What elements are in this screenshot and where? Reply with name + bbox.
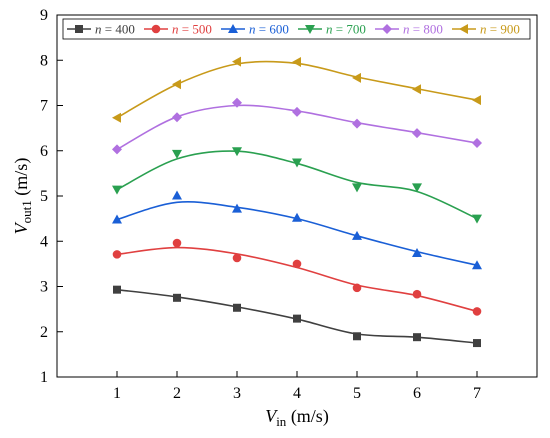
series-0 — [113, 285, 481, 348]
series-4-point-1 — [172, 112, 182, 123]
series-5-point-0 — [112, 112, 121, 123]
legend-marker-4 — [382, 24, 392, 34]
x-axis-title: Vin (m/s) — [265, 406, 329, 429]
y-axis-title-unit: (m/s) — [11, 158, 32, 201]
x-tick-label-3: 4 — [293, 385, 301, 402]
legend: n = 400 n = 500 n = 600 n = 700 n = 800 n = 9… — [62, 18, 531, 40]
x-axis-title-unit: (m/s) — [286, 406, 329, 427]
x-axis-title-sub: in — [276, 414, 287, 429]
series-3-point-4 — [352, 183, 362, 193]
legend-label-2: n = 600 — [249, 22, 289, 37]
series-1-point-2 — [232, 253, 242, 263]
series-3-point-2 — [232, 147, 242, 157]
series-1-point-6 — [472, 307, 482, 316]
legend-box — [62, 18, 531, 40]
series-1-point-4 — [352, 283, 362, 293]
series-layer — [112, 56, 482, 348]
x-tick-label-2: 3 — [233, 385, 241, 402]
series-1-point-0 — [112, 250, 122, 259]
legend-label-3: n = 700 — [326, 22, 366, 37]
series-2-point-0 — [112, 214, 122, 224]
plot-frame — [56, 14, 538, 378]
legend-label-1: n = 500 — [172, 22, 212, 37]
series-4-point-5 — [412, 128, 422, 139]
series-1 — [112, 238, 482, 316]
legend-entry-1: n = 500 — [144, 22, 212, 37]
series-5-point-5 — [412, 84, 421, 95]
y-tick-label-3: 4 — [40, 233, 48, 250]
series-3-point-0 — [112, 185, 122, 195]
legend-label-4: n = 800 — [403, 22, 443, 37]
series-5-point-2 — [232, 56, 241, 67]
y-tick-label-0: 1 — [40, 369, 48, 386]
series-2-point-4 — [352, 230, 362, 240]
series-3-point-5 — [412, 183, 422, 193]
y-axis-title-main: V — [11, 221, 31, 234]
y-axis-title: Vout1 (m/s) — [11, 158, 34, 235]
y-tick-label-6: 7 — [40, 98, 48, 115]
series-5-point-6 — [472, 95, 481, 106]
series-0-point-1 — [173, 293, 181, 302]
legend-marker-0 — [75, 25, 83, 33]
series-5-point-3 — [292, 57, 301, 68]
y-tick-label-5: 6 — [40, 143, 48, 160]
y-tick-label-7: 8 — [40, 52, 48, 69]
legend-entry-0: n = 400 — [67, 22, 135, 37]
series-4-point-4 — [352, 118, 362, 129]
series-2-point-6 — [472, 260, 482, 270]
series-1-point-1 — [172, 238, 182, 248]
x-tick-label-0: 1 — [113, 385, 121, 402]
series-0-point-5 — [413, 333, 421, 342]
x-axis-title-main: V — [265, 406, 278, 426]
series-1-point-5 — [412, 289, 422, 299]
y-tick-label-4: 5 — [40, 188, 48, 205]
series-3 — [112, 147, 482, 224]
legend-marker-1 — [151, 24, 161, 34]
series-3-point-1 — [172, 149, 182, 159]
series-2-point-5 — [412, 248, 422, 258]
series-1-point-3 — [292, 259, 302, 269]
series-3-point-6 — [472, 214, 482, 224]
legend-marker-5 — [459, 24, 468, 34]
legend-marker-2 — [228, 24, 238, 33]
series-4-point-2 — [232, 97, 242, 108]
legend-entry-3: n = 700 — [298, 22, 366, 37]
series-5-point-1 — [172, 79, 181, 90]
legend-label-5: n = 900 — [480, 22, 520, 37]
series-0-point-3 — [293, 314, 301, 323]
y-axis-title-sub: out1 — [19, 200, 34, 223]
x-tick-label-5: 6 — [413, 385, 421, 402]
series-0-point-2 — [233, 303, 241, 312]
y-tick-label-2: 3 — [40, 279, 48, 296]
series-0-point-4 — [353, 332, 361, 341]
legend-entry-5: n = 900 — [452, 22, 520, 37]
series-3-point-3 — [292, 158, 302, 168]
axis-ticks: 1 2 3 4 5 6 7 1 2 3 4 5 6 7 8 9 — [40, 7, 481, 402]
legend-entry-2: n = 600 — [221, 22, 289, 37]
x-tick-label-6: 7 — [473, 385, 481, 402]
series-4-point-0 — [112, 144, 122, 155]
x-tick-label-4: 5 — [353, 385, 361, 402]
series-4 — [112, 97, 482, 155]
series-2 — [112, 190, 482, 270]
series-5 — [112, 56, 481, 123]
series-2-point-2 — [232, 203, 242, 213]
series-2-point-1 — [172, 190, 182, 200]
series-0-point-6 — [473, 339, 481, 348]
series-2-point-3 — [292, 212, 302, 222]
series-4-point-6 — [472, 138, 482, 149]
series-4-point-3 — [292, 106, 302, 117]
series-0-point-0 — [113, 285, 121, 294]
y-tick-label-1: 2 — [40, 324, 48, 341]
legend-marker-3 — [305, 25, 315, 34]
legend-entry-4: n = 800 — [375, 22, 443, 37]
x-tick-label-1: 2 — [173, 385, 181, 402]
y-tick-label-8: 9 — [40, 7, 48, 24]
series-5-point-4 — [352, 72, 361, 83]
legend-label-0: n = 400 — [95, 22, 135, 37]
